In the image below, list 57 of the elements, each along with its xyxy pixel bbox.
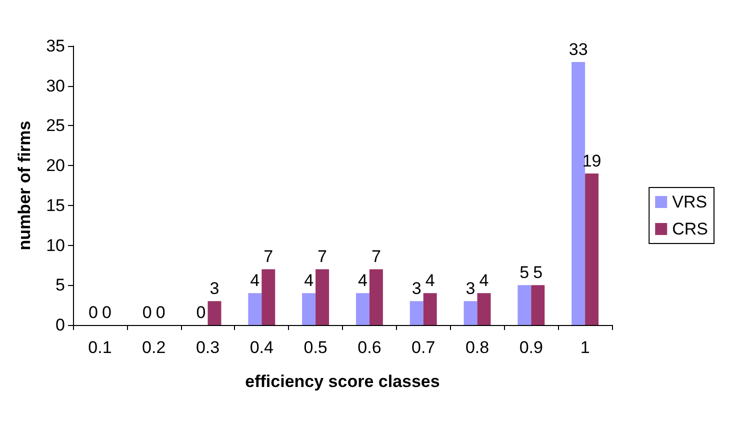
- x-tick-label: 0.5: [304, 338, 328, 357]
- y-axis-title: number of firms: [15, 120, 34, 250]
- y-tick-label: 30: [46, 76, 65, 96]
- x-axis-title: efficiency score classes: [245, 372, 440, 391]
- x-tick-label: 0.1: [88, 338, 112, 357]
- legend-label: CRS: [672, 220, 708, 238]
- x-tick-label: 0.3: [196, 338, 220, 357]
- data-label: 3: [412, 279, 422, 298]
- bar: [423, 293, 437, 325]
- data-label: 0: [142, 303, 152, 322]
- data-label: 3: [466, 279, 476, 298]
- x-tick-label: 0.8: [465, 338, 490, 357]
- bar: [356, 293, 370, 325]
- data-label: 0: [196, 303, 206, 322]
- bar: [410, 301, 424, 325]
- data-label: 33: [568, 40, 588, 59]
- data-label: 5: [520, 263, 530, 282]
- data-label: 4: [425, 271, 435, 290]
- y-tick-label: 35: [46, 36, 65, 56]
- data-label: 4: [250, 271, 260, 290]
- y-tick-label: 25: [46, 116, 65, 136]
- x-tick-label: 1: [580, 338, 590, 357]
- data-label: 7: [318, 247, 328, 266]
- y-tick-label: 15: [46, 196, 65, 215]
- data-label: 19: [582, 152, 602, 171]
- data-label: 7: [264, 247, 274, 266]
- x-tick-label: 0.4: [250, 338, 274, 357]
- data-label: 0: [102, 303, 112, 322]
- bar: [316, 269, 330, 325]
- bar: [572, 62, 586, 325]
- y-tick-label: 20: [46, 156, 65, 176]
- data-label: 3: [210, 279, 220, 298]
- bar: [464, 301, 478, 325]
- bar: [585, 174, 599, 325]
- data-label: 5: [533, 263, 543, 282]
- bar: [518, 285, 532, 325]
- data-label: 7: [371, 247, 381, 266]
- x-tick-label: 0.9: [519, 338, 543, 357]
- data-label: 0: [88, 303, 98, 322]
- data-label: 4: [358, 271, 368, 290]
- bar: [248, 293, 262, 325]
- x-tick-label: 0.7: [412, 338, 436, 357]
- data-label: 0: [156, 303, 166, 322]
- data-label: 4: [304, 271, 314, 290]
- x-tick-label: 0.2: [142, 338, 166, 357]
- y-tick-label: 0: [56, 316, 65, 334]
- bar: [369, 269, 383, 325]
- x-tick-label: 0.6: [358, 338, 382, 357]
- y-tick-label: 5: [56, 276, 65, 295]
- y-tick-label: 10: [46, 236, 65, 255]
- bar: [208, 301, 222, 325]
- data-label: 4: [479, 271, 489, 290]
- bar: [302, 293, 316, 325]
- legend-label: VRS: [672, 192, 708, 212]
- bar: [531, 285, 545, 325]
- bar: [262, 269, 276, 325]
- bar: [477, 293, 491, 325]
